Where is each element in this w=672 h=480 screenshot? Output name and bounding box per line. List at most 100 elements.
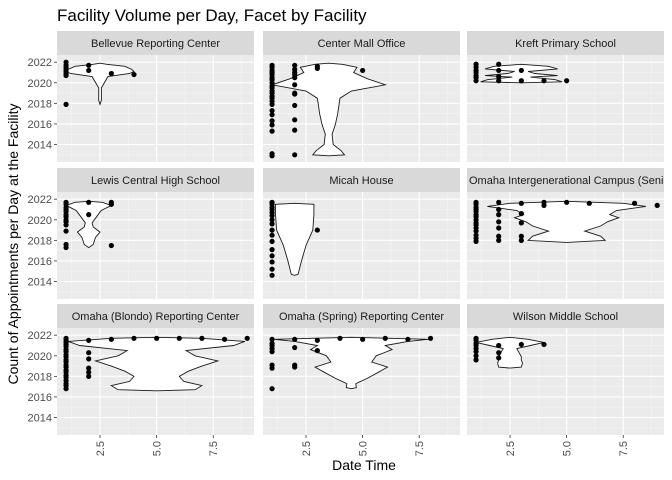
data-point [292, 91, 298, 97]
data-point [518, 233, 524, 239]
data-point [541, 78, 547, 84]
y-tick-label: 2020 [28, 215, 52, 227]
facet-panel: Micah House [263, 168, 460, 299]
data-point [86, 369, 92, 375]
facet-strip-label: Kreft Primary School [515, 38, 616, 50]
data-point [405, 336, 411, 342]
x-tick-label: 5.0 [358, 441, 370, 456]
data-point [269, 272, 275, 278]
data-point [86, 350, 92, 356]
y-tick-label: 2016 [28, 392, 52, 404]
data-point [292, 75, 298, 81]
y-tick-label: 2022 [28, 330, 52, 342]
data-point [63, 228, 69, 234]
data-point [496, 225, 502, 231]
facet-panel: Lewis Central High School 2014 2016 2018 202… [28, 168, 254, 299]
data-point [564, 78, 570, 84]
data-point [269, 153, 275, 159]
data-point [541, 202, 547, 208]
y-tick-label: 2014 [28, 277, 52, 289]
data-point [496, 67, 502, 74]
data-point [131, 71, 137, 78]
violin-shape [270, 62, 388, 157]
data-point [292, 127, 298, 133]
data-point [631, 200, 638, 206]
data-point [496, 78, 502, 84]
data-point [314, 348, 320, 354]
data-point [108, 70, 114, 77]
data-point [63, 101, 69, 107]
data-point [427, 335, 434, 341]
data-point [496, 342, 502, 349]
facet-strip [263, 304, 460, 328]
data-point [314, 227, 320, 233]
data-point [292, 364, 298, 370]
data-point [496, 206, 502, 213]
y-tick-label: 2020 [28, 78, 52, 90]
data-point [131, 335, 137, 341]
data-point [86, 212, 92, 218]
data-point [63, 72, 69, 79]
data-point [108, 336, 114, 342]
data-point [292, 62, 298, 68]
facet-strip-label: Micah House [329, 175, 393, 187]
data-point [154, 335, 160, 341]
y-tick-label: 2014 [28, 140, 52, 152]
y-tick-label: 2018 [28, 371, 52, 383]
facet-strip-label: Lewis Central High School [91, 175, 220, 187]
facet-strip [263, 168, 460, 192]
data-point [496, 350, 502, 356]
data-point [473, 357, 479, 363]
violin-shape [275, 202, 315, 276]
data-point [269, 101, 275, 107]
data-point [473, 78, 479, 84]
facet-panel: Omaha (Blondo) Reporting Center 2014 2016 2… [28, 304, 254, 456]
data-point [269, 107, 275, 114]
data-point [269, 259, 275, 265]
x-tick-label: 7.5 [618, 441, 630, 456]
data-point [292, 152, 298, 158]
facet-strip [57, 31, 254, 55]
data-point [108, 242, 114, 249]
data-point [360, 336, 366, 342]
x-tick-label: 5.0 [562, 441, 574, 456]
data-point [337, 335, 343, 341]
facet-strip-label: Wilson Middle School [513, 311, 618, 323]
data-point [269, 336, 275, 342]
facet-strip-label: Omaha (Blondo) Reporting Center [72, 311, 240, 323]
data-point [518, 220, 524, 226]
facet-strip-label: Bellevue Reporting Center [91, 38, 220, 50]
data-point [269, 386, 275, 392]
violin-shape [480, 63, 563, 84]
data-point [496, 74, 502, 80]
data-point [314, 65, 320, 71]
data-point [496, 212, 502, 218]
data-point [176, 335, 182, 341]
data-point [496, 355, 502, 361]
y-tick-label: 2022 [28, 57, 52, 69]
chart-title: Facility Volume per Day, Facet by Facili… [57, 6, 367, 25]
data-point [518, 67, 524, 74]
data-point [86, 365, 92, 371]
facet-strip [57, 168, 254, 192]
data-point [269, 238, 275, 244]
data-point [244, 335, 250, 341]
y-tick-label: 2016 [28, 119, 52, 131]
data-point [63, 244, 69, 251]
y-tick-label: 2018 [28, 235, 52, 247]
facet-panel: Bellevue Reporting Center 2014 2016 2018 202… [28, 31, 254, 162]
facet-panel: Kreft Primary School [467, 31, 664, 162]
data-point [292, 336, 298, 342]
facet-strip-label: Omaha Intergenerational Campus (Senior C… [469, 175, 672, 187]
data-point [473, 349, 479, 355]
y-tick-label: 2020 [28, 351, 52, 363]
data-point [518, 78, 524, 84]
y-axis-title: Count of Appointments per Day at the Fac… [5, 104, 21, 385]
facet-panel: Center Mall Office [263, 31, 460, 162]
data-point [382, 335, 388, 341]
x-tick-label: 2.5 [301, 441, 313, 456]
data-point [518, 237, 524, 243]
data-point [86, 199, 92, 205]
facet-panel: Wilson Middle School 2.5 5.0 7.5 [467, 304, 664, 456]
